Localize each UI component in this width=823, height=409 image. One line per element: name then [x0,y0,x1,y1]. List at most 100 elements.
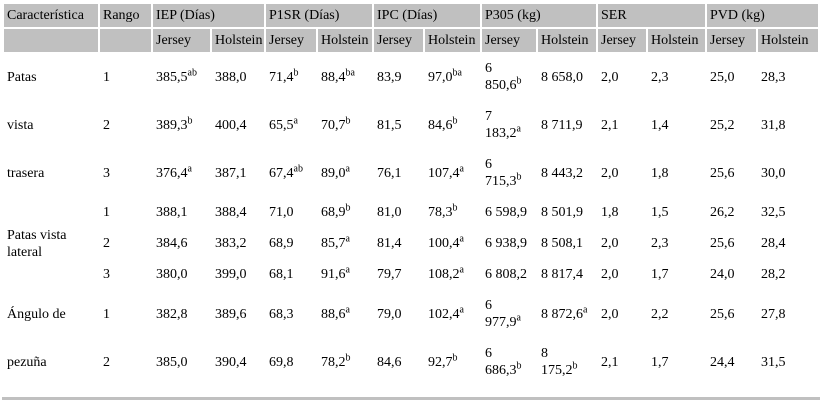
value-cell: 24,0 [707,260,756,289]
rango-cell: 2 [100,339,151,385]
value-cell: 2,1 [598,339,646,385]
value-cell: 28,2 [758,260,818,289]
value-cell: 2,0 [598,260,646,289]
value-cell: 2,3 [648,54,705,100]
value-cell: 30,0 [758,150,818,196]
value-cell: 8 175,2b [538,339,596,385]
value-cell: 2,2 [648,291,705,337]
significance-letter: b [516,171,522,183]
value-cell: 6 686,3b [482,339,536,385]
subheader-holstein: Holstein [648,29,705,52]
significance-letter: a [583,303,588,315]
table-row: vista 2 389,3b 400,4 65,5a 70,7b 81,5 84… [4,102,818,148]
header-row-groups: Característica Rango IEP (Días) P1SR (Dí… [4,4,818,27]
value-cell: 24,4 [707,339,756,385]
value-cell: 1,8 [648,150,705,196]
significance-letter: b [345,202,351,214]
rango-cell: 2 [100,229,151,258]
value-cell: 1,5 [648,198,705,227]
trait-label-cell: pezuña [4,339,98,385]
significance-letter: a [516,312,521,324]
value-cell: 388,1 [153,198,210,227]
value-cell: 2,0 [598,150,646,196]
value-cell: 6 938,9 [482,229,536,258]
subheader-jersey: Jersey [598,29,646,52]
value-cell: 92,7b [425,339,480,385]
value-cell: 71,4b [266,54,316,100]
trait-label-cell: trasera [4,150,98,196]
value-cell: 68,3 [266,291,316,337]
value-cell: 78,3b [425,198,480,227]
significance-letter: a [516,123,521,135]
value-cell: 84,6 [374,339,423,385]
value-cell: 70,7b [318,102,372,148]
subheader-jersey: Jersey [374,29,423,52]
significance-letter: a [459,264,464,276]
trait-label-cell: vista [4,102,98,148]
value-cell: 85,7a [318,229,372,258]
value-cell: 385,0 [153,339,210,385]
value-cell: 102,4a [425,291,480,337]
significance-letter: a [187,162,192,174]
table-row: Ángulo de 1 382,8 389,6 68,3 88,6a 79,0 … [4,291,818,337]
value-cell: 8 443,2 [538,150,596,196]
value-cell: 389,6 [212,291,264,337]
significance-letter: ab [293,162,303,174]
value-cell: 69,8 [266,339,316,385]
trait-label-cell: Patas [4,54,98,100]
value-cell: 88,6a [318,291,372,337]
value-cell: 88,4ba [318,54,372,100]
table-row: Patas vista lateral 1 388,1 388,4 71,0 6… [4,198,818,289]
rango-cell: 1 [100,198,151,227]
col-group-ipc: IPC (Días) [374,4,480,27]
value-cell: 89,0a [318,150,372,196]
significance-letter: b [452,202,458,214]
value-cell: 25,6 [707,291,756,337]
value-cell: 383,2 [212,229,264,258]
value-cell: 68,9b [318,198,372,227]
value-cell: 8 658,0 [538,54,596,100]
significance-letter: b [345,114,351,126]
value-cell: 27,8 [758,291,818,337]
rango-cell: 3 [100,260,151,289]
value-cell: 25,2 [707,102,756,148]
value-cell: 81,4 [374,229,423,258]
value-cell: 384,6 [153,229,210,258]
table-row: 3 380,0 399,0 68,1 91,6a 79,7 108,2a 6 8… [4,260,818,289]
value-cell: 8 501,9 [538,198,596,227]
rango-cell: 3 [100,150,151,196]
table-row: trasera 3 376,4a 387,1 67,4ab 89,0a 76,1… [4,150,818,196]
trait-label: vista [7,117,34,133]
value-cell: 1,4 [648,102,705,148]
significance-letter: ba [345,66,355,78]
trait-label: Ángulo de [7,306,66,322]
value-cell: 71,0 [266,198,316,227]
value-cell: 385,5ab [153,54,210,100]
trait-label: pezuña [7,354,47,370]
value-cell: 1,7 [648,260,705,289]
value-cell: 382,8 [153,291,210,337]
value-cell: 26,2 [707,198,756,227]
value-cell: 91,6a [318,260,372,289]
value-cell: 25,6 [707,229,756,258]
trait-label: Patas [7,69,37,85]
value-cell: 8 711,9 [538,102,596,148]
table-bottom-rule [2,397,820,400]
value-cell: 31,8 [758,102,818,148]
significance-letter: b [452,114,458,126]
value-cell: 67,4ab [266,150,316,196]
value-cell: 84,6b [425,102,480,148]
value-cell: 2,0 [598,54,646,100]
significance-letter: a [459,233,464,245]
subheader-holstein: Holstein [212,29,264,52]
empty-header-cell [4,29,98,52]
significance-letter: a [459,162,464,174]
significance-letter: a [345,162,350,174]
significance-letter: a [345,264,350,276]
value-cell: 68,9 [266,229,316,258]
rango-cell: 1 [100,54,151,100]
value-cell: 65,5a [266,102,316,148]
value-cell: 1,7 [648,339,705,385]
value-cell: 8 817,4 [538,260,596,289]
value-cell: 28,4 [758,229,818,258]
